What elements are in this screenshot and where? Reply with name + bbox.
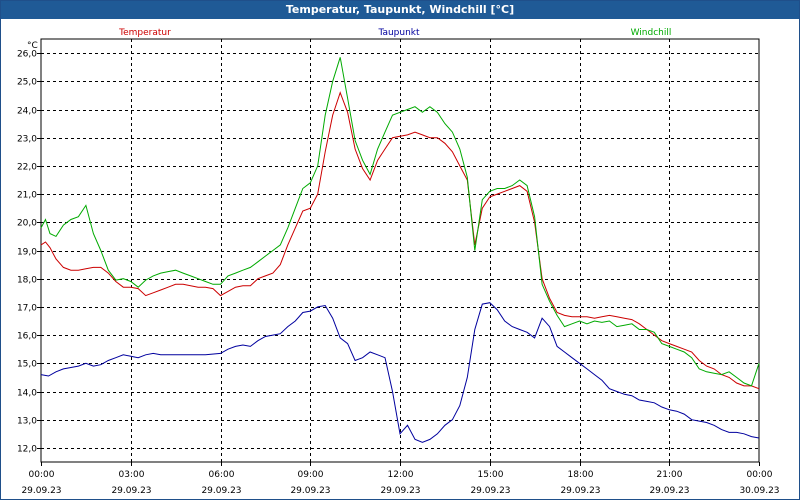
x-tick-time-label: 12:00	[388, 470, 414, 480]
series-line-windchill	[40, 57, 760, 387]
y-tick-label: 18,0	[17, 276, 37, 286]
y-tick-label: 23,0	[17, 135, 37, 145]
y-tick-label: 19,0	[17, 248, 37, 258]
x-tick-date-label: 29.09.23	[649, 486, 689, 496]
x-tick-time-label: 21:00	[657, 470, 683, 480]
x-tick-date-label: 29.09.23	[470, 486, 510, 496]
x-tick-time-label: 09:00	[298, 470, 324, 480]
x-tick-time-label: 18:00	[568, 470, 594, 480]
x-tick-date-label: 29.09.23	[111, 486, 151, 496]
x-tick-time-label: 00:00	[29, 470, 55, 480]
x-tick-date-label: 29.09.23	[560, 486, 600, 496]
y-tick-label: 15,0	[17, 360, 37, 370]
y-tick-label: 24,0	[17, 107, 37, 117]
x-tick-time-label: 00:00	[747, 470, 773, 480]
y-axis-unit-label: °C	[27, 41, 38, 51]
chart-title: Temperatur, Taupunkt, Windchill [°C]	[1, 1, 799, 19]
x-tick-time-label: 06:00	[209, 470, 235, 480]
y-tick-label: 25,0	[17, 78, 37, 88]
legend-item-windchill: Windchill	[631, 28, 672, 38]
x-tick-time-label: 15:00	[478, 470, 504, 480]
y-tick-label: 26,0	[17, 50, 37, 60]
x-tick-time-label: 03:00	[119, 470, 145, 480]
y-tick-label: 21,0	[17, 191, 37, 201]
y-tick-label: 20,0	[17, 219, 37, 229]
y-tick-label: 12,0	[17, 445, 37, 455]
x-tick-date-label: 29.09.23	[290, 486, 330, 496]
y-tick-label: 13,0	[17, 417, 37, 427]
y-tick-label: 22,0	[17, 163, 37, 173]
y-tick-label: 17,0	[17, 304, 37, 314]
legend-item-taupunkt: Taupunkt	[377, 28, 420, 38]
x-tick-date-label: 29.09.23	[201, 486, 241, 496]
y-tick-label: 14,0	[17, 389, 37, 399]
x-tick-date-label: 30.09.23	[739, 486, 779, 496]
x-tick-date-label: 29.09.23	[21, 486, 61, 496]
x-tick-date-label: 29.09.23	[380, 486, 420, 496]
series-line-temperatur	[40, 91, 760, 390]
series-line-taupunkt	[40, 302, 760, 443]
y-tick-label: 16,0	[17, 332, 37, 342]
legend-item-temperatur: Temperatur	[118, 28, 171, 38]
